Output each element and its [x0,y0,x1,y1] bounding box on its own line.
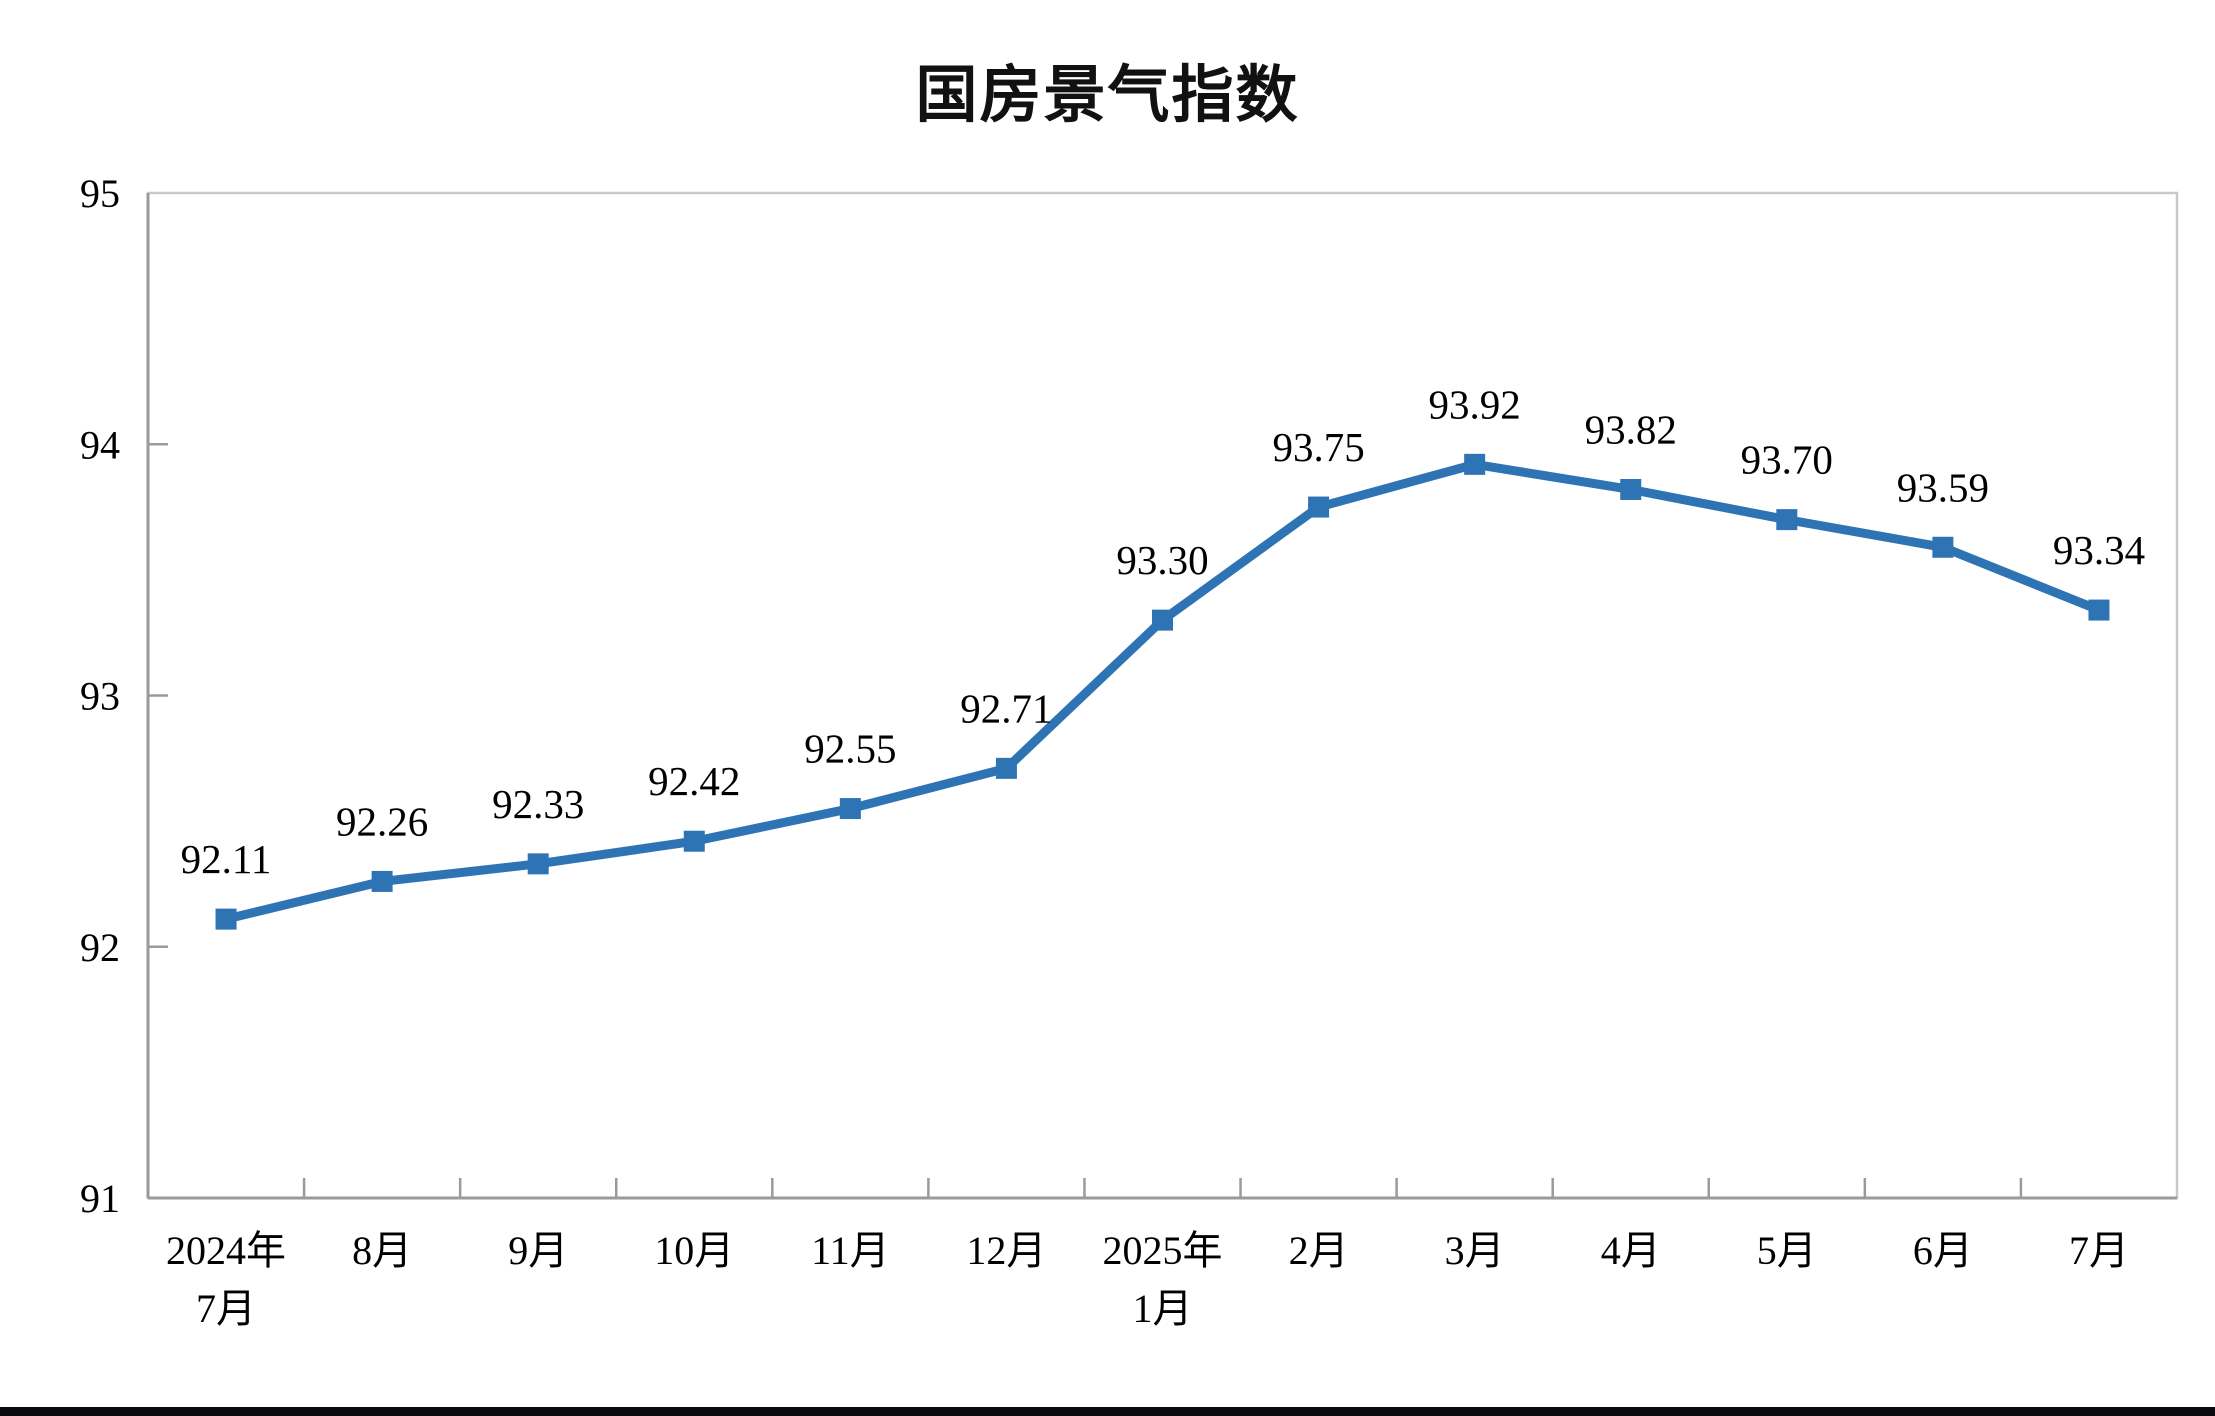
x-tick-label: 5月 [1757,1228,1817,1273]
data-label: 92.71 [960,685,1052,731]
data-point-marker [215,908,237,930]
data-label: 93.59 [1897,464,1989,510]
data-point-marker [1152,609,1173,631]
x-tick-label: 2月 [1289,1228,1349,1273]
data-point-marker [371,870,393,892]
line-series [224,459,2101,924]
data-point-marker [1932,536,1954,558]
y-tick-label: 93 [80,674,120,719]
data-point-marker [1464,453,1486,475]
y-tick-label: 95 [80,171,120,216]
data-label: 92.33 [492,781,584,827]
data-point-marker [839,798,861,820]
x-tick-label: 2025年 1月 [1103,1228,1223,1331]
x-tick-label: 6月 [1913,1228,1973,1273]
x-tick-label: 4月 [1601,1228,1661,1273]
data-label: 93.70 [1741,437,1833,483]
data-point-marker [995,757,1017,779]
data-label: 93.82 [1585,406,1677,452]
data-label: 93.92 [1429,381,1521,427]
chart-title: 国房景气指数 [915,61,1300,130]
data-point-marker [1308,496,1330,518]
data-point-marker [1620,478,1642,500]
data-label: 92.26 [336,798,428,844]
data-label: 93.34 [2053,527,2145,573]
data-point-marker [1776,509,1798,531]
x-tick-label: 2024年 7月 [166,1228,286,1331]
x-tick-label: 8月 [352,1228,412,1273]
y-tick-label: 91 [80,1176,120,1221]
data-label: 92.42 [648,758,740,804]
x-tick-label: 10月 [654,1228,734,1273]
y-tick-label: 94 [80,422,120,467]
x-tick-label: 3月 [1445,1228,1505,1273]
data-label: 92.55 [804,726,896,772]
x-tick-label: 7月 [2069,1228,2129,1273]
bottom-divider [0,1407,2215,1416]
data-point-marker [2088,599,2110,621]
data-label: 93.75 [1272,424,1364,470]
data-point-marker [527,853,549,875]
x-tick-label: 11月 [811,1228,890,1273]
data-point-marker [683,830,705,852]
x-tick-label: 12月 [966,1228,1046,1273]
plot-border [146,191,2179,1200]
x-tick-label: 9月 [508,1228,568,1273]
y-tick-label: 92 [80,925,120,970]
data-label: 92.11 [181,836,272,882]
data-label: 93.30 [1116,537,1208,583]
